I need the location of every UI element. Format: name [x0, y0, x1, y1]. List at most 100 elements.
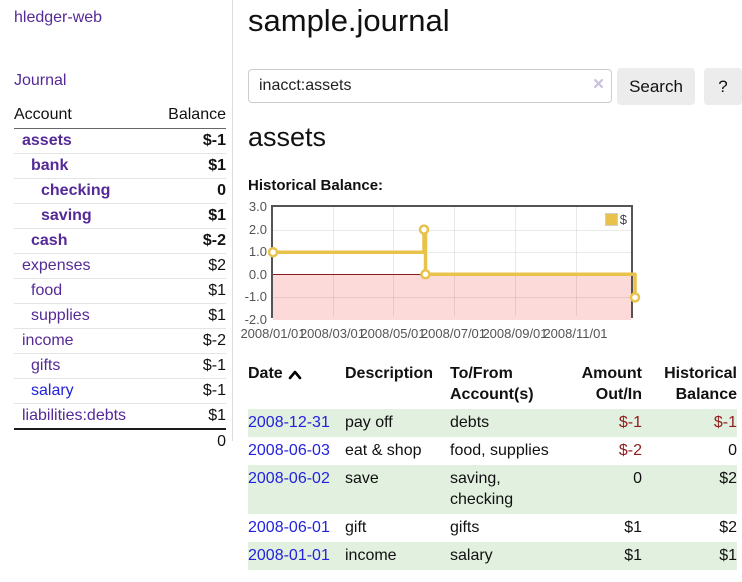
register-row: 2008-12-31 pay off debts $-1 $-1	[248, 409, 737, 437]
y-tick-label: 3.0	[248, 199, 267, 214]
account-link-bank[interactable]: bank	[31, 157, 69, 174]
account-row: expenses $2	[14, 253, 226, 279]
transaction-accounts: debts	[450, 414, 490, 431]
accounts-header-account: Account	[14, 104, 154, 129]
account-link-gifts[interactable]: gifts	[31, 357, 61, 374]
x-tick-label: 2008/11/01	[543, 326, 608, 341]
transaction-date-link[interactable]: 2008-06-03	[248, 442, 330, 459]
register-header-balance: Historical Balance	[664, 365, 737, 403]
y-tick-label: -1.0	[244, 289, 267, 305]
date-sort-header[interactable]: Date	[248, 363, 302, 384]
x-tick-label: 2008/09/01	[482, 326, 548, 341]
sidebar: hledger-web Journal Account Balance asse…	[0, 0, 233, 454]
account-link-income[interactable]: income	[22, 332, 74, 349]
account-row: checking 0	[14, 178, 226, 204]
account-row: salary $-1	[14, 378, 226, 404]
account-link-expenses[interactable]: expenses	[22, 257, 91, 274]
chart-gridline	[393, 207, 394, 316]
register-table: Date Description To/From Account(s) Amou…	[248, 363, 737, 570]
account-balance: $1	[153, 403, 226, 430]
account-link-checking[interactable]: checking	[41, 182, 111, 199]
accounts-total-value: 0	[153, 428, 226, 454]
account-row: supplies $1	[14, 303, 226, 329]
account-balance: $2	[153, 253, 226, 279]
brand-link[interactable]: hledger-web	[14, 9, 103, 26]
account-balance: $1	[153, 303, 226, 329]
transaction-accounts: gifts	[450, 519, 480, 536]
account-row: saving $1	[14, 203, 226, 229]
transaction-balance: $1	[719, 547, 737, 564]
transaction-amount: 0	[633, 470, 642, 487]
chart-legend: $	[604, 212, 627, 227]
sort-ascending-icon	[288, 370, 301, 380]
account-link-food[interactable]: food	[31, 282, 63, 299]
search-input[interactable]	[248, 69, 612, 103]
help-button[interactable]: ?	[704, 68, 742, 105]
register-row: 2008-06-01 gift gifts $1 $2	[248, 514, 737, 542]
account-link-cash[interactable]: cash	[31, 232, 68, 249]
register-row: 2008-06-03 eat & shop food, supplies $-2…	[248, 437, 737, 465]
account-link-salary[interactable]: salary	[31, 382, 74, 399]
register-row: 2008-01-01 income salary $1 $1	[248, 542, 737, 570]
chart-series-line	[267, 224, 641, 303]
transaction-description: income	[345, 547, 397, 564]
account-balance: 0	[153, 178, 226, 204]
account-row: gifts $-1	[14, 353, 226, 379]
legend-label: $	[619, 212, 627, 227]
account-balance: $-2	[153, 328, 226, 354]
transaction-description: pay off	[345, 414, 393, 431]
account-balance: $1	[153, 203, 226, 229]
transaction-date-link[interactable]: 2008-06-02	[248, 470, 330, 487]
search-button[interactable]: Search	[617, 68, 695, 105]
clear-search-icon[interactable]: ×	[593, 74, 605, 95]
account-link-supplies[interactable]: supplies	[31, 307, 90, 324]
chart-marker	[629, 292, 641, 303]
y-tick-label: 0.0	[248, 266, 267, 282]
x-tick-label: 2008/01/01	[240, 326, 306, 341]
balance-chart: $	[267, 205, 641, 320]
account-balance: $1	[153, 278, 226, 304]
chart-gridline	[332, 207, 334, 316]
account-link-saving[interactable]: saving	[41, 207, 92, 224]
transaction-balance: $2	[719, 470, 737, 487]
x-tick-label: 2008/05/01	[360, 326, 426, 341]
sidebar-item-journal[interactable]: Journal	[14, 72, 67, 89]
transaction-date-link[interactable]: 2008-01-01	[248, 547, 330, 564]
chart-marker	[418, 224, 430, 235]
chart-gridline	[515, 207, 516, 316]
account-heading: assets	[248, 122, 327, 152]
register-header-row: Date Description To/From Account(s) Amou…	[248, 363, 737, 409]
chart-gridline	[453, 207, 455, 316]
transaction-balance: 0	[728, 442, 737, 459]
transaction-amount: $-1	[618, 414, 642, 431]
accounts-total-row: 0	[14, 428, 226, 454]
chart-marker	[267, 246, 279, 258]
account-balance: $-2	[153, 228, 226, 254]
transaction-accounts: salary	[450, 547, 493, 564]
register-header-description: Description	[345, 365, 434, 382]
transaction-accounts: saving, checking	[450, 470, 514, 508]
legend-swatch	[604, 213, 618, 226]
x-tick-label: 2008/07/01	[420, 326, 487, 341]
chart-gridline	[273, 252, 631, 254]
account-balance: $1	[153, 153, 226, 179]
transaction-date-link[interactable]: 2008-12-31	[248, 414, 330, 431]
account-link-assets[interactable]: assets	[22, 132, 72, 149]
chart-title: Historical Balance:	[248, 177, 384, 194]
transaction-description: gift	[345, 519, 367, 536]
transaction-amount: $-2	[618, 442, 642, 459]
chart-negative-region	[273, 274, 631, 320]
transaction-date-link[interactable]: 2008-06-01	[248, 519, 330, 536]
y-tick-label: 2.0	[248, 221, 267, 237]
y-tick-label: -2.0	[244, 312, 267, 327]
accounts-header-row: Account Balance	[14, 104, 226, 129]
register-header-accounts: To/From Account(s)	[450, 365, 534, 403]
accounts-table: Account Balance assets $-1 bank $1 check…	[14, 104, 226, 454]
account-link-liabilities-debts[interactable]: liabilities:debts	[22, 407, 127, 424]
transaction-amount: $1	[624, 519, 642, 536]
account-row: cash $-2	[14, 228, 226, 254]
account-row: assets $-1	[14, 128, 226, 154]
page-title: sample.journal	[248, 3, 450, 38]
account-balance: $-1	[153, 353, 226, 379]
